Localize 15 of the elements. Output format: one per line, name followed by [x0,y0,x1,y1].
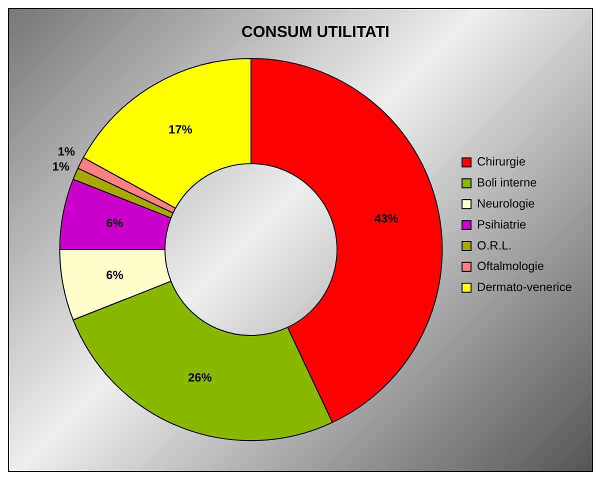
legend-label: O.R.L. [477,238,512,252]
data-label: 6% [106,268,124,282]
chart-title: CONSUM UTILITATI [241,24,390,41]
legend-label: Boli interne [477,176,538,190]
data-label: 43% [374,212,399,226]
legend-label: Chirurgie [477,154,526,169]
legend-label: Oftalmologie [477,259,544,274]
legend-label: Dermato-venerice [477,280,572,294]
data-label: 26% [188,370,212,385]
legend-label: Neurologie [477,196,536,210]
data-label: 1% [58,144,76,159]
data-label: 17% [168,122,193,137]
data-label: 6% [106,216,124,230]
legend-label: Psihiatrie [477,217,527,232]
data-label: 1% [52,160,70,174]
